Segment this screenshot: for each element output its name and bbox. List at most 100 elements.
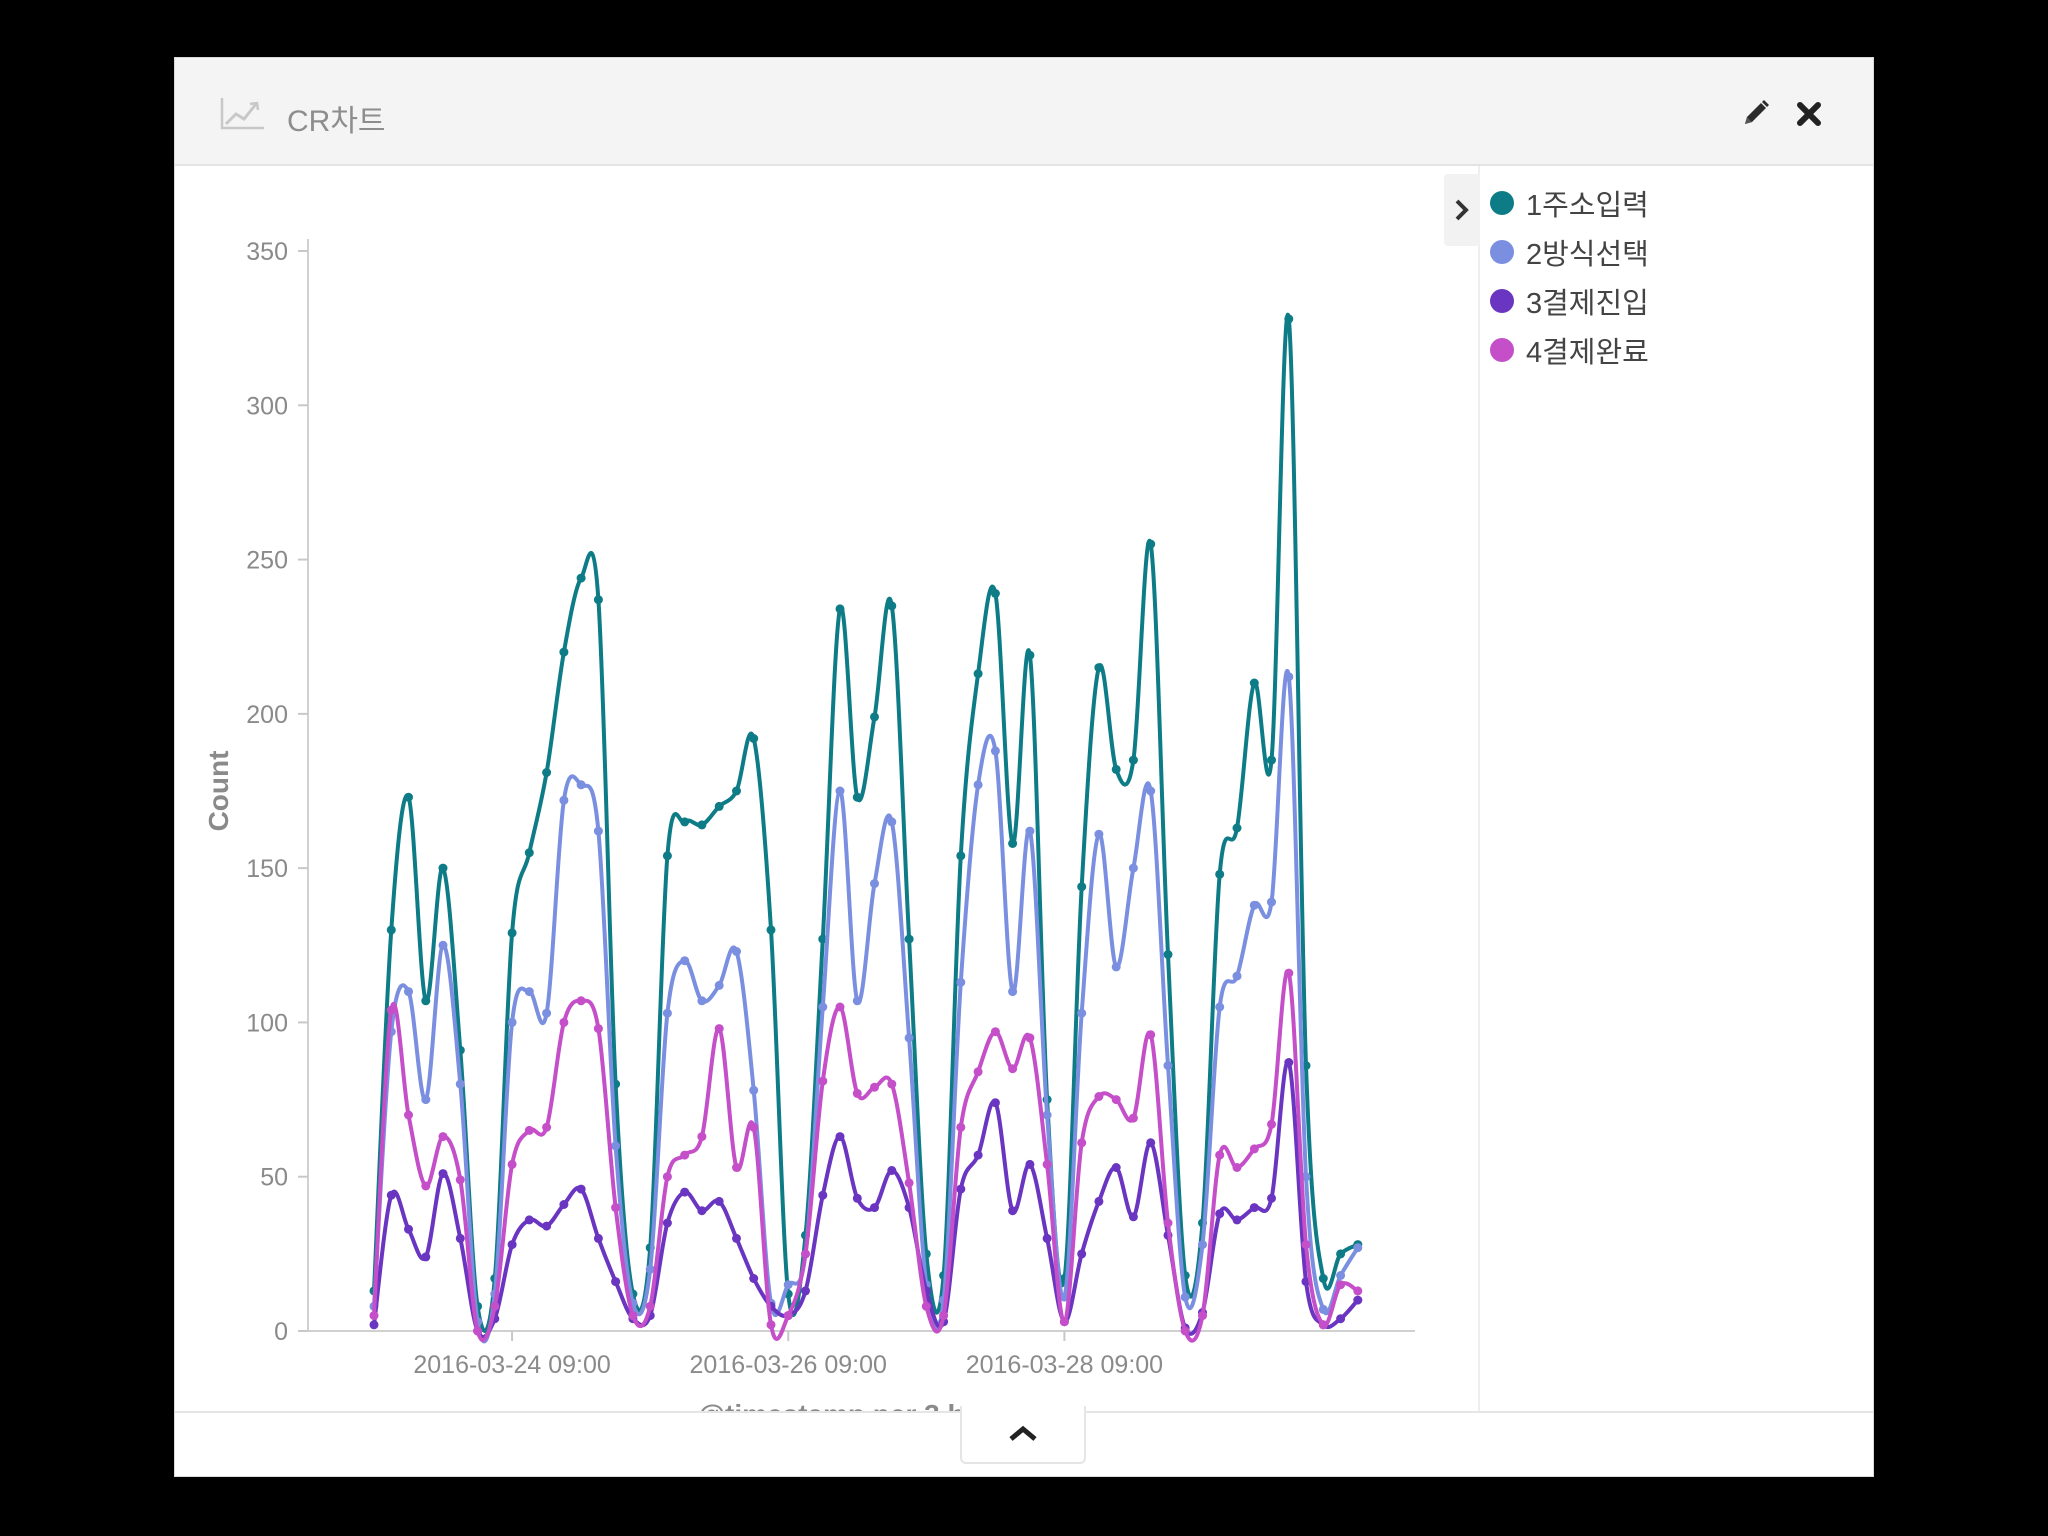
- data-point: [438, 940, 448, 950]
- chart-area: 0 50 100 150 200 250 300 350 2016-03-24 09:00 201…: [175, 166, 1478, 1411]
- data-point: [697, 820, 707, 830]
- legend-item[interactable]: 3결제진입: [1490, 276, 1649, 325]
- data-point: [749, 1274, 759, 1283]
- y-tick-label: 350: [246, 238, 288, 266]
- data-point: [783, 1311, 793, 1321]
- data-point: [386, 925, 396, 935]
- legend-dot: [1490, 190, 1514, 215]
- data-point: [714, 980, 724, 990]
- data-point: [593, 1024, 603, 1034]
- data-point: [1284, 672, 1294, 682]
- data-point: [576, 1184, 586, 1194]
- data-point: [801, 1286, 810, 1296]
- data-point: [766, 1320, 776, 1330]
- legend-label: 2방식선택: [1526, 238, 1649, 271]
- pencil-icon: [1745, 100, 1769, 124]
- data-point: [645, 1301, 655, 1311]
- data-point: [973, 780, 983, 790]
- data-point: [1301, 1240, 1311, 1250]
- y-tick-label: 100: [246, 1009, 288, 1037]
- data-point: [1198, 1240, 1207, 1250]
- data-point: [438, 863, 448, 873]
- data-point: [1336, 1280, 1346, 1290]
- data-point: [1249, 1144, 1259, 1154]
- data-point: [404, 1224, 413, 1234]
- data-point: [1128, 1212, 1138, 1222]
- data-point: [611, 1141, 621, 1151]
- data-point: [1353, 1295, 1363, 1305]
- data-point: [438, 1169, 448, 1179]
- data-point: [852, 996, 862, 1006]
- edit-button[interactable]: [1735, 94, 1775, 134]
- legend-dot: [1490, 288, 1514, 313]
- legend-list: 1주소입력 2방식선택 3결제진입 4결제완료: [1490, 178, 1649, 374]
- data-point: [1025, 1033, 1035, 1043]
- close-button[interactable]: [1789, 94, 1829, 134]
- data-point: [870, 1203, 879, 1213]
- data-point: [973, 1150, 983, 1160]
- legend-item[interactable]: 1주소입력: [1490, 178, 1649, 227]
- data-point: [904, 1033, 914, 1043]
- data-point: [507, 1240, 517, 1250]
- series-line: [372, 669, 1360, 1344]
- data-point: [680, 1187, 690, 1197]
- data-point: [593, 595, 603, 605]
- data-point: [732, 947, 741, 956]
- data-point: [939, 1311, 949, 1321]
- data-point: [1111, 1163, 1121, 1172]
- data-point: [611, 1277, 621, 1287]
- data-point: [1111, 764, 1121, 774]
- legend-item[interactable]: 2방식선택: [1490, 227, 1649, 276]
- y-tick-label: 150: [246, 855, 288, 883]
- data-point: [369, 1320, 379, 1330]
- data-point: [921, 1301, 931, 1311]
- data-point: [990, 746, 1000, 756]
- data-point: [593, 826, 603, 836]
- data-point: [1077, 1138, 1087, 1148]
- data-point: [680, 1150, 690, 1160]
- data-point: [1077, 1008, 1087, 1018]
- data-point: [904, 934, 914, 944]
- data-point: [990, 1098, 1000, 1108]
- data-point: [1318, 1320, 1328, 1330]
- data-point: [662, 851, 672, 861]
- data-point: [1008, 1064, 1018, 1074]
- data-point: [1042, 1110, 1052, 1120]
- collapse-button[interactable]: [960, 1406, 1086, 1464]
- data-point: [783, 1280, 793, 1290]
- data-point: [490, 1301, 500, 1311]
- data-point: [1267, 1119, 1276, 1129]
- data-point: [956, 1184, 966, 1194]
- data-point: [369, 1311, 379, 1321]
- legend-toggle-button[interactable]: [1444, 174, 1480, 246]
- data-point: [818, 1076, 828, 1086]
- data-point: [611, 1203, 621, 1213]
- data-point: [628, 1311, 638, 1321]
- data-point: [680, 817, 690, 827]
- data-point: [576, 573, 586, 583]
- data-point: [542, 1122, 552, 1132]
- y-tick-label: 50: [260, 1164, 288, 1192]
- data-point: [1215, 1002, 1225, 1012]
- data-point: [870, 712, 879, 722]
- data-point: [473, 1326, 483, 1336]
- data-point: [1025, 1159, 1035, 1169]
- data-point: [404, 987, 413, 997]
- data-point: [1094, 1196, 1104, 1206]
- data-point: [404, 792, 413, 802]
- data-point: [1215, 1150, 1225, 1160]
- data-point: [559, 1200, 569, 1209]
- data-point: [1249, 678, 1259, 688]
- data-point: [1094, 663, 1104, 673]
- legend-item[interactable]: 4결제완료: [1490, 325, 1649, 374]
- data-point: [697, 1132, 707, 1142]
- visualization-panel: CR차트 0 50 100 150 200 250 300 350 2016-03-24 09:…: [174, 57, 1874, 1477]
- data-point: [645, 1264, 655, 1274]
- data-point: [749, 734, 759, 743]
- data-point: [421, 1181, 431, 1191]
- data-point: [1094, 829, 1104, 839]
- data-point: [455, 1079, 465, 1089]
- data-point: [1215, 869, 1225, 879]
- data-point: [1318, 1274, 1328, 1283]
- data-point: [576, 780, 586, 790]
